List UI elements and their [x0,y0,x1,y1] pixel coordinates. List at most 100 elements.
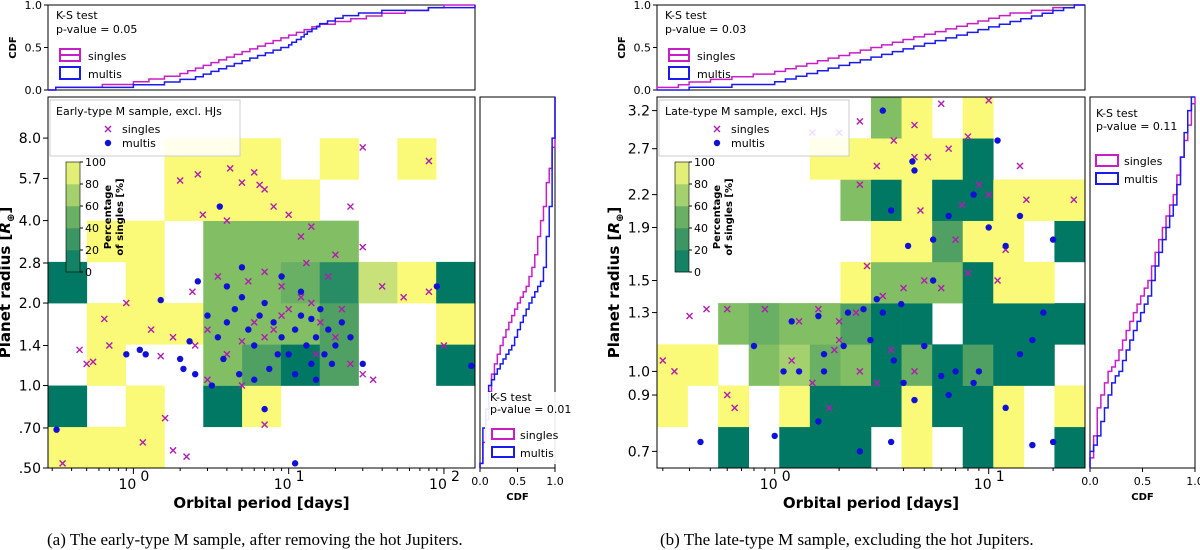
colorbar-tick-label: 80 [85,178,99,191]
single-marker [835,317,843,325]
heatmap-cell [962,261,994,304]
single-marker [731,404,739,412]
heatmap-cell [319,261,359,304]
colorbar-segment [66,250,80,273]
single-marker [194,170,202,178]
multi-marker [291,370,299,378]
colorbar-label-bottom: of singles [%] [115,178,126,255]
caption-a: (a) The early-type M sample, after remov… [47,530,463,549]
heatmap-cell [962,344,994,386]
right-legend-multis-box [1095,172,1119,185]
x-tick-label: 10 [274,477,292,493]
multi-marker [208,382,216,389]
heatmap-cell [993,220,1025,263]
legend-singles-marker [104,125,112,133]
multi-marker [332,342,339,349]
multi-marker [266,365,273,373]
heatmap-cell [436,261,476,304]
single-marker [958,201,966,209]
heatmap-cell [242,179,282,221]
multi-marker [291,326,299,333]
y-tick-label: 1.5 [628,273,650,289]
heatmap-cell [687,344,719,386]
multi-marker [1040,309,1047,316]
colorbar-segment [675,228,689,251]
colorbar-tick-label: 0 [85,266,92,279]
single-marker [670,367,678,375]
heatmap-cell [1054,220,1086,263]
top-ks-title: K-S test [665,9,707,22]
y-tick-label: 0.7 [628,444,650,460]
single-marker [270,326,278,334]
heatmap-cell [48,385,88,428]
single-marker [161,414,169,422]
heatmap-cell [901,179,933,221]
single-marker [359,370,367,378]
multi-marker [815,312,822,320]
multi-marker [297,288,305,295]
single-marker [814,305,822,313]
single-marker [261,333,269,341]
multi-marker [261,299,268,307]
single-marker [1070,196,1078,204]
right-cdf-frame [1089,96,1196,469]
heatmap-cell [840,179,872,221]
multi-marker [223,319,231,326]
multi-marker [788,318,795,325]
y-tick-label: 5.7 [19,171,41,187]
heatmap-cell [86,220,126,263]
top-cdf-singles-line [48,4,475,91]
single-marker [964,133,972,141]
legend-singles-label: singles [122,123,161,136]
single-marker [985,191,993,199]
single-marker [312,350,320,358]
multi-marker [297,312,305,319]
multi-marker [1002,404,1009,412]
single-marker [270,203,278,211]
single-marker [238,337,246,345]
colorbar-segment [66,184,80,207]
multi-marker [223,283,231,290]
single-marker [223,217,231,225]
multi-marker [157,296,164,304]
single-marker [157,352,165,360]
single-marker [250,318,258,326]
multi-marker [204,312,211,319]
multi-marker [840,342,847,350]
multi-marker [245,326,252,333]
multi-marker [235,370,243,378]
right-cdf-x-tick-label: 0.0 [471,475,489,488]
heatmap-cell [203,344,243,386]
heatmap-cell [1054,303,1086,345]
multi-marker [142,351,149,358]
top-cdf-y-tick-label: 1.0 [25,0,43,12]
heatmap-cell [901,385,933,428]
single-marker [324,273,332,280]
y-tick-label: 1.0 [19,379,41,395]
heatmap-cell [1023,303,1055,345]
multi-marker [308,360,315,368]
heatmap-cell [242,138,282,180]
legend-multis-marker [713,139,721,147]
single-marker [331,333,339,341]
multi-marker [285,351,292,358]
multi-marker [970,191,977,198]
single-marker [920,276,928,284]
colorbar-segment [66,206,80,229]
legend-multis-label: multis [731,137,765,150]
top-ks-pvalue: p-value = 0.05 [56,23,137,36]
top-legend-multis-box [59,66,81,80]
x-axis-label: Orbital period [days] [173,494,349,512]
y-tick-label: 1.0 [628,364,650,380]
single-marker [994,276,1002,284]
single-marker [76,346,84,354]
colorbar-frame [674,161,690,273]
y-tick-label: 2.7 [628,142,650,158]
y-tick-label: 3.2 [628,104,650,120]
single-marker [910,367,918,375]
main-axes-frame [656,96,1086,469]
y-tick-label: 8.0 [19,131,41,147]
right-cdf-multis-line [479,97,556,468]
y-tick-label: 1.9 [628,220,650,236]
